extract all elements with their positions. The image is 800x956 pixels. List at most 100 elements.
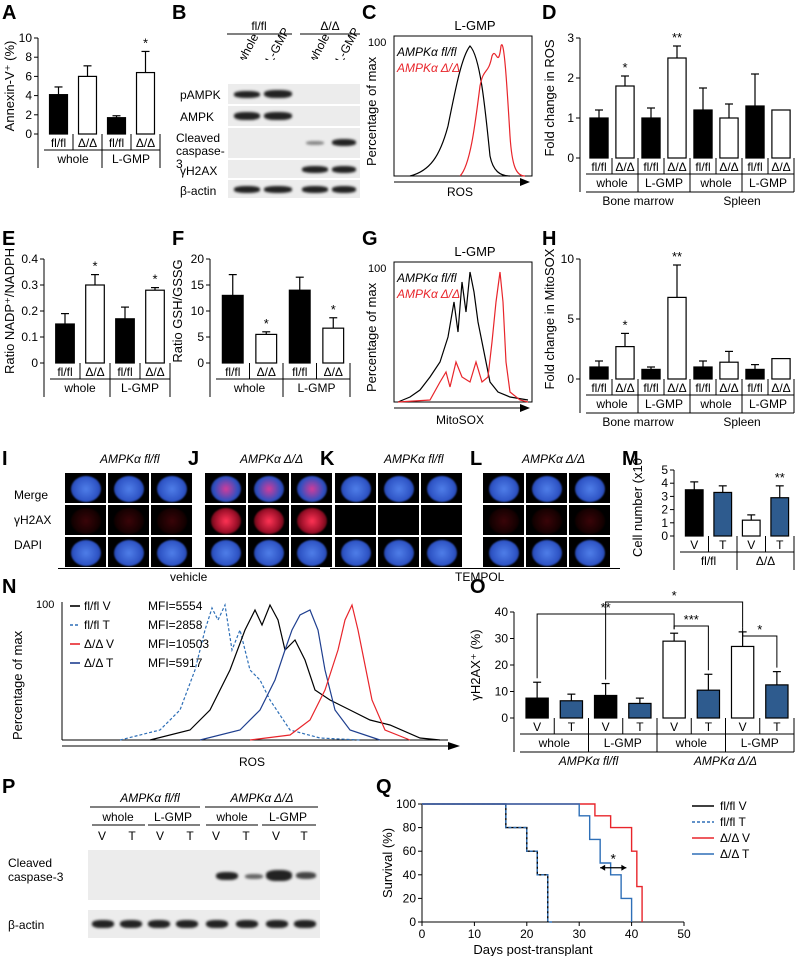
- micrograph-cell: [64, 472, 107, 504]
- chart-F-ytick: 15: [191, 278, 205, 292]
- chart-H-ytick: 10: [561, 252, 575, 266]
- chart-q-series-line: [422, 803, 553, 923]
- micrograph-cell: [334, 536, 377, 568]
- chart-F-bar: [322, 327, 345, 364]
- blot-b-strip-caspase: [228, 128, 360, 158]
- blot-p-lane-label: V: [272, 829, 280, 843]
- chart-O-bracket-label: ***: [684, 612, 699, 627]
- chart-M-group: Δ/Δ: [756, 554, 775, 568]
- blot-b-label-pampk: pAMPK: [180, 88, 221, 102]
- chart-F-category: Δ/Δ: [257, 365, 276, 379]
- chart-q-series-line: [422, 803, 549, 922]
- hist-c-title: L-GMP: [454, 18, 495, 33]
- hist-n-curve-flfl-t: [119, 602, 361, 741]
- chart-q-series-line: [422, 803, 643, 922]
- micrograph-cell: [204, 536, 247, 568]
- micrograph-cell: [150, 504, 193, 536]
- chart-F-category: Δ/Δ: [324, 365, 343, 379]
- chart-H-bar: [667, 296, 687, 380]
- hist-c-legend-dd: AMPKα Δ/Δ: [396, 61, 460, 75]
- chart-q-ytick: 60: [403, 844, 417, 858]
- micrograph-cell: [150, 472, 193, 504]
- chart-D-ytick: 0: [567, 151, 574, 165]
- hist-n-legend-mfi: MFI=10503: [148, 637, 209, 651]
- micrograph-cell: [377, 504, 420, 536]
- micro-row-dapi: DAPI: [14, 538, 43, 552]
- hist-g-curve-flfl: [397, 271, 529, 403]
- chart-a-annexin: Annexin-V⁺ (%) 0 2 4 6 8 10 * fl/fl Δ/Δ fl/fl Δ/Δ wh…: [2, 31, 161, 168]
- panel-letter-d: D: [542, 2, 557, 24]
- chart-M-bar: [684, 489, 704, 537]
- blot-b-label-actin: β-actin: [180, 184, 217, 198]
- panel-letter-o: O: [470, 576, 486, 598]
- panel-letter-f: F: [172, 228, 185, 250]
- chart-M-ytick: 1: [661, 516, 668, 530]
- chart-A-category: fl/fl: [51, 136, 66, 150]
- chart-A-group: L-GMP: [112, 152, 150, 166]
- chart-D-category: Δ/Δ: [615, 160, 634, 174]
- micrograph-cell: [107, 472, 150, 504]
- chart-H-supergroup: Bone marrow: [602, 415, 674, 429]
- chart-H-category: Δ/Δ: [719, 381, 738, 395]
- chart-O-category: T: [568, 720, 576, 734]
- chart-q-xtick: 40: [625, 927, 639, 941]
- panel-letter-h: H: [542, 228, 557, 250]
- chart-D-bar: [719, 117, 739, 159]
- micrograph-cell: [107, 536, 150, 568]
- blot-p-strip-actin: [88, 910, 320, 938]
- chart-A-bar: [135, 71, 156, 135]
- micrograph-cell: [334, 472, 377, 504]
- panel-p-western: AMPKα fl/fl AMPKα Δ/Δ whole L-GMP whole …: [0, 790, 370, 956]
- chart-O-bar: [628, 702, 652, 719]
- blot-p-sub-1: whole: [101, 810, 134, 824]
- blot-p-group-flfl: AMPKα fl/fl: [119, 791, 180, 805]
- chart-O-category: V: [739, 720, 747, 734]
- chart-F-bar: [288, 289, 311, 364]
- micrograph-cell: [204, 504, 247, 536]
- chart-M-category: T: [776, 538, 784, 552]
- chart-D-bar: [667, 57, 687, 159]
- blot-b-label-ampk: AMPK: [180, 110, 215, 124]
- blot-p-lane-label: T: [186, 829, 194, 843]
- blot-b-strip-pampk: [228, 84, 360, 104]
- micrograph-cell: [377, 472, 420, 504]
- chart-O-bracket-label: *: [672, 590, 677, 603]
- chart-H-category: Δ/Δ: [771, 381, 790, 395]
- micrograph-cell: [64, 504, 107, 536]
- chart-A-bar: [48, 94, 69, 135]
- chart-D-supergroup: Bone marrow: [602, 194, 674, 208]
- chart-H-group: whole: [699, 397, 732, 411]
- chart-E-ytick: 0.2: [21, 304, 38, 318]
- micrograph-cell: [482, 504, 525, 536]
- micro-row-gh2ax: γH2AX: [14, 513, 52, 527]
- micrograph-cell: [150, 536, 193, 568]
- chart-e-nadp: Ratio NADP⁺/NADPH 0 0.1 0.2 0.3 0.4 * * fl/fl Δ/Δ…: [2, 248, 171, 397]
- chart-q-survival: 0 20 40 60 80 100 0 10 20 30 40 50 Survival (%) Days …: [380, 797, 750, 956]
- chart-H-ylabel: Fold change in MitoSOX: [542, 248, 557, 389]
- chart-E-star: *: [152, 272, 157, 287]
- blot-p-lane-label: V: [156, 829, 164, 843]
- micrograph-cell: [568, 472, 611, 504]
- chart-A-ylabel: Annexin-V⁺ (%): [2, 41, 17, 132]
- blot-b-label-gh2ax: γH2AX: [180, 164, 218, 178]
- chart-F-category: fl/fl: [292, 365, 307, 379]
- micrograph-cell: [247, 536, 290, 568]
- panel-letter-g: G: [362, 228, 378, 250]
- hist-g-title: L-GMP: [454, 244, 495, 259]
- chart-H-category: Δ/Δ: [667, 381, 686, 395]
- hist-c-ylabel: Percentage of max: [364, 56, 379, 166]
- hist-n-curve-dd-t: [199, 609, 381, 741]
- hist-c-legend-flfl: AMPKα fl/fl: [396, 45, 457, 59]
- chart-O-ytick: 0: [501, 711, 508, 725]
- chart-E-ytick: 0.3: [21, 278, 38, 292]
- chart-O-category: T: [773, 720, 781, 734]
- chart-M-ytick: 3: [661, 489, 668, 503]
- chart-q-legend-label: fl/fl V: [720, 799, 747, 813]
- chart-O-bar: [765, 684, 789, 719]
- blot-b-strip-gh2ax: [228, 160, 360, 178]
- chart-D-bar: [745, 105, 765, 159]
- chart-D-category: fl/fl: [643, 160, 658, 174]
- blot-b-col-1: whole: [234, 31, 262, 60]
- micro-j-title: AMPKα Δ/Δ: [240, 452, 304, 466]
